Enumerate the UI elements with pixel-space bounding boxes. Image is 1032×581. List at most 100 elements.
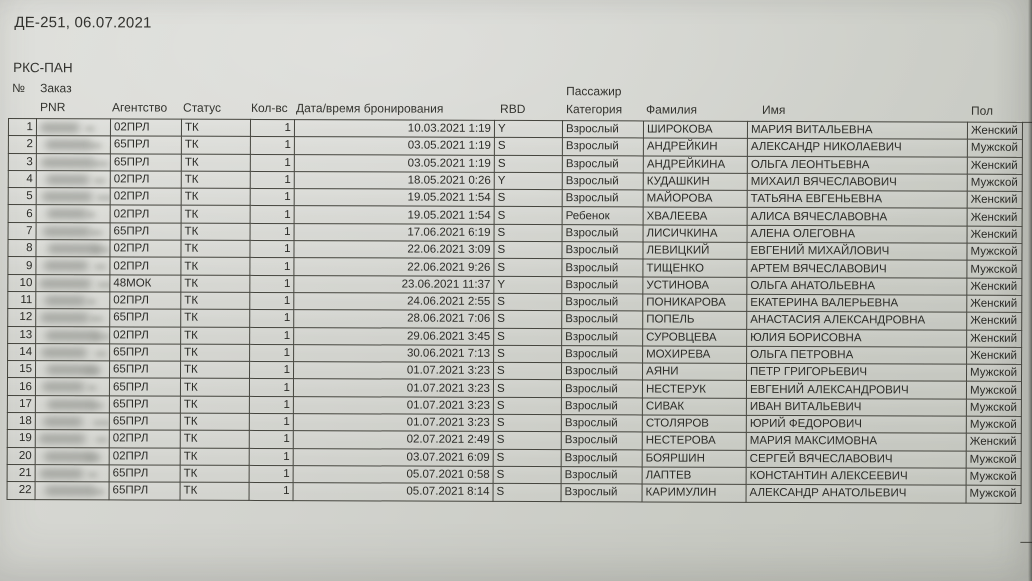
cell-pnr-redacted	[36, 118, 111, 137]
cell-surname: ТИЩЕНКО	[642, 259, 747, 278]
pnr-blur-smudge	[87, 143, 102, 149]
cell-pnr-redacted	[35, 429, 110, 448]
booking-table: 1 02ПРЛ ТК 1 10.03.2021 1:19 Y Взрослый ШИРОКОВ…	[7, 118, 1023, 503]
cell-pnr-redacted	[36, 153, 111, 171]
cell-status: ТК	[181, 136, 251, 155]
cell-pnr-redacted	[35, 395, 110, 413]
cell-status: ТК	[181, 222, 251, 241]
cell-name: МАРИЯ ВИТАЛЬЕВНА	[747, 121, 968, 140]
cell-surname: БОЯРШИН	[642, 449, 747, 468]
cell-pnr-redacted	[35, 412, 110, 431]
cell-agency: 65ПРЛ	[109, 361, 181, 379]
cell-row-number: 5	[8, 187, 37, 206]
cell-status: ТК	[180, 274, 250, 293]
cell-surname: ЛАПТЕВ	[642, 466, 747, 485]
cell-rbd: S	[494, 154, 563, 173]
cell-booking-datetime: 01.07.2021 3:23	[293, 361, 494, 380]
cell-rbd: S	[493, 449, 562, 467]
pnr-blur-smudge	[94, 264, 107, 270]
cell-rbd: S	[493, 258, 562, 277]
pnr-blur-smudge	[87, 472, 98, 478]
pnr-blur-smudge	[84, 454, 101, 460]
cell-booking-datetime: 03.05.2021 1:19	[294, 154, 495, 173]
cell-row-number: 18	[7, 412, 36, 430]
header-category: Категория	[566, 102, 623, 117]
pnr-blur-smudge	[90, 160, 109, 166]
cell-rbd: S	[493, 466, 562, 484]
cell-row-number: 3	[8, 153, 37, 171]
cell-quantity: 1	[249, 378, 294, 397]
cell-row-number: 15	[7, 360, 36, 379]
cell-category: Взрослый	[561, 362, 643, 381]
cell-status: ТК	[180, 447, 250, 466]
cell-pnr-redacted	[36, 222, 111, 240]
cell-status: ТК	[181, 153, 251, 172]
cell-rbd: Y	[494, 120, 563, 138]
pnr-blur-smudge	[97, 282, 110, 288]
cell-status: ТК	[180, 430, 250, 449]
cell-category: Взрослый	[562, 155, 644, 173]
cell-gender: Мужской	[966, 364, 1022, 382]
cell-surname: МАЙОРОВА	[643, 190, 748, 208]
header-passenger-group: Пассажир	[566, 84, 622, 99]
cell-booking-datetime: 28.06.2021 7:06	[293, 309, 494, 328]
cell-quantity: 1	[249, 292, 294, 310]
cell-quantity: 1	[249, 309, 294, 328]
cell-pnr-redacted	[35, 464, 110, 483]
cell-agency: 02ПРЛ	[109, 257, 181, 275]
cell-status: ТК	[181, 188, 251, 206]
pnr-blur-smudge	[41, 382, 85, 392]
cell-rbd: Y	[494, 172, 563, 190]
header-name: Имя	[762, 102, 786, 117]
cell-rbd: S	[493, 414, 562, 432]
cell-gender: Мужской	[966, 381, 1022, 400]
cell-gender: Мужской	[966, 450, 1022, 469]
cell-quantity: 1	[249, 413, 294, 431]
cell-agency: 02ПРЛ	[110, 188, 182, 206]
cell-quantity: 1	[250, 223, 295, 241]
pnr-blur-smudge	[89, 403, 104, 409]
pnr-blur-smudge	[43, 261, 89, 271]
cell-gender: Мужской	[966, 416, 1022, 434]
cell-surname: ЛИСИЧКИНА	[643, 224, 748, 243]
cell-row-number: 21	[7, 464, 36, 482]
cell-category: Взрослый	[562, 224, 644, 243]
cell-agency: 65ПРЛ	[109, 464, 181, 483]
cell-name: ЕВГЕНИЙ АЛЕКСАНДРОВИЧ	[746, 380, 967, 399]
cell-name: АЛЕКСАНДР НИКОЛАЕВИЧ	[747, 138, 968, 157]
cell-category: Взрослый	[561, 414, 643, 433]
cell-agency: 02ПРЛ	[110, 205, 182, 223]
cell-category: Взрослый	[562, 172, 644, 191]
cell-agency: 65ПРЛ	[109, 309, 181, 327]
cell-pnr-redacted	[36, 187, 111, 206]
cell-quantity: 1	[249, 326, 294, 345]
cell-pnr-redacted	[35, 447, 110, 465]
pnr-blur-smudge	[86, 299, 97, 305]
cell-quantity: 1	[250, 205, 295, 224]
cell-row-number: 22	[7, 481, 36, 500]
header-row-number: №	[12, 81, 26, 96]
cell-rbd: S	[493, 362, 562, 381]
cell-status: ТК	[180, 344, 250, 362]
cell-name: СЕРГЕЙ ВЯЧЕСЛАВОВИЧ	[746, 449, 967, 469]
cell-pnr-redacted	[35, 274, 110, 292]
cell-booking-datetime: 01.07.2021 3:23	[293, 379, 494, 398]
cell-booking-datetime: 03.05.2021 1:19	[294, 136, 495, 155]
cell-pnr-redacted	[36, 205, 111, 223]
cell-quantity: 1	[249, 344, 294, 362]
cell-gender: Женский	[967, 122, 1023, 140]
pnr-blur-smudge	[42, 417, 83, 427]
cell-pnr-redacted	[35, 378, 110, 396]
cell-agency: 02ПРЛ	[110, 170, 182, 189]
cell-name: АЛЕКСАНДР АНАТОЛЬЕВИЧ	[746, 484, 967, 503]
pnr-blur-smudge	[46, 209, 88, 219]
cell-rbd: S	[493, 483, 562, 502]
cell-gender: Мужской	[966, 243, 1023, 261]
cell-status: ТК	[181, 205, 251, 224]
cell-agency: 65ПРЛ	[110, 136, 182, 154]
cell-status: ТК	[180, 395, 250, 414]
cell-quantity: 1	[250, 154, 295, 172]
table-row: 22 65ПРЛ ТК 1 05.07.2021 8:14 S Взрослый КАРИМУ…	[7, 481, 1022, 503]
cell-gender: Женский	[966, 347, 1022, 365]
